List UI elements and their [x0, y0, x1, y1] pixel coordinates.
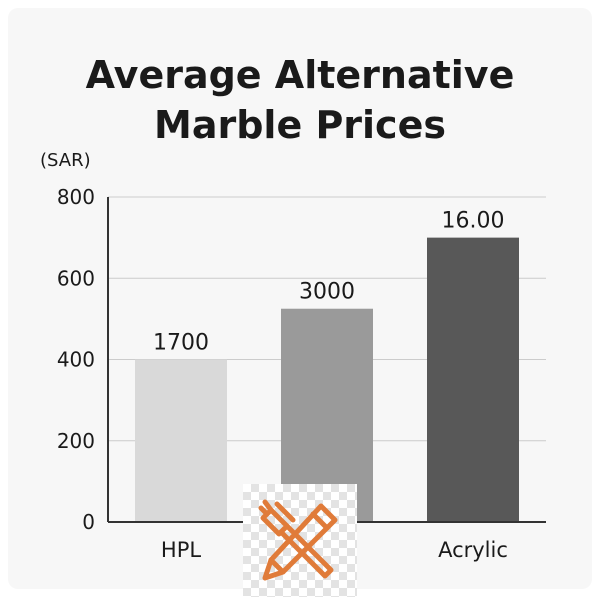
bar-data-label: 1700	[153, 331, 209, 356]
x-tick-label: Acrylic	[438, 538, 508, 562]
chart-title-line-2: Marble Prices	[154, 103, 446, 147]
bar-data-label: 3000	[299, 280, 355, 305]
y-tick-label: 600	[57, 266, 95, 290]
y-tick-label: 800	[57, 185, 95, 209]
chart-title: Average Alternative Marble Prices	[0, 50, 600, 150]
x-tick-label: HPL	[161, 538, 201, 562]
y-tick-label: 400	[57, 348, 95, 372]
chart-title-line-1: Average Alternative	[85, 53, 515, 97]
watermark	[243, 484, 357, 597]
y-axis-label: (SAR)	[40, 150, 91, 171]
bar	[427, 237, 519, 522]
y-tick-label: 200	[57, 429, 95, 453]
bar-data-label: 16.00	[442, 209, 505, 234]
y-tick-label: 0	[82, 510, 95, 534]
bar	[135, 359, 227, 522]
brush-pencil-crossed-icon	[258, 499, 338, 581]
